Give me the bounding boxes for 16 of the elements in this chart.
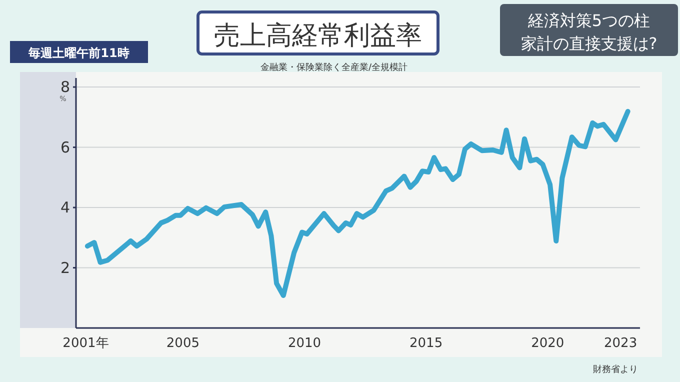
y-tick-label: 2	[60, 258, 70, 277]
text: 毎週土曜午前11時	[28, 46, 130, 60]
text: 財務省より	[593, 364, 638, 375]
x-tick-label: 2020	[531, 336, 564, 351]
chart-title: 売上高経常利益率	[214, 21, 422, 51]
chart-subtitle: 金融業・保険業除く全産業/全規模計	[260, 62, 408, 73]
x-tick-label: 2023	[604, 336, 638, 351]
y-tick-label: 4	[60, 198, 70, 217]
text: 家計の直接支援は?	[520, 34, 658, 53]
x-tick-label: 2005	[166, 336, 200, 351]
y-tick-label: 6	[60, 138, 70, 156]
x-tick-label: 2010	[288, 336, 322, 351]
x-tick-label: 2015	[410, 336, 443, 351]
x-tick-label: 2001年	[62, 336, 109, 351]
y-tick-label: 8	[60, 78, 70, 96]
text: 経済対策5つの柱	[526, 11, 650, 30]
